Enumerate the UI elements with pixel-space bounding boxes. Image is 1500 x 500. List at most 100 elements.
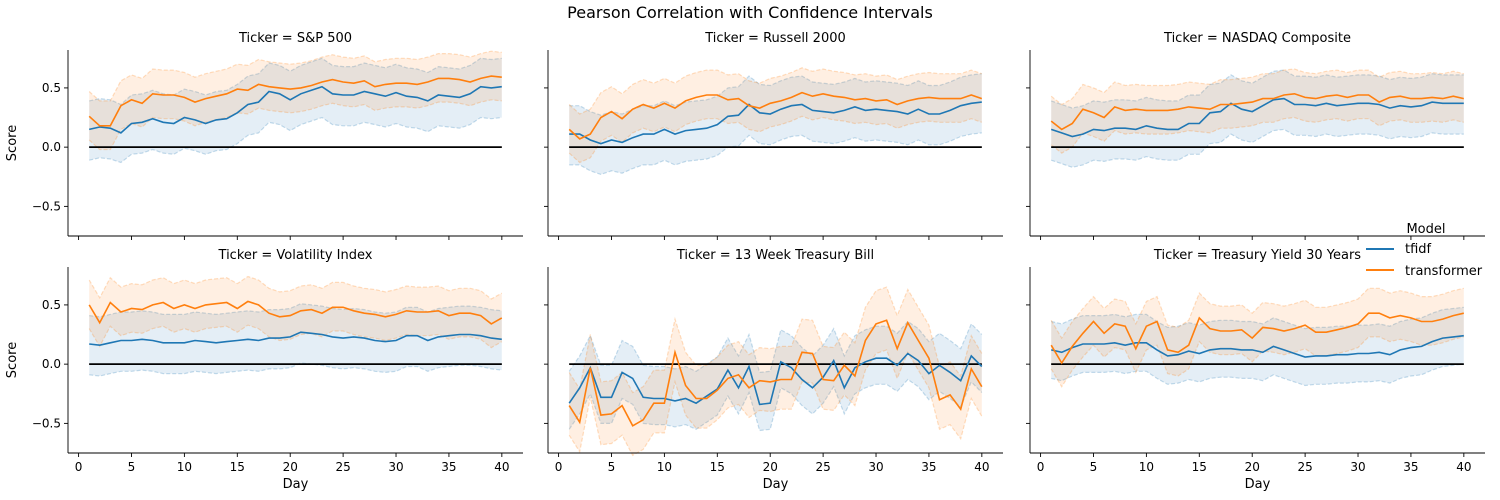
series-line-transformer bbox=[568, 319, 983, 427]
panel-title: Ticker = Volatility Index bbox=[218, 248, 373, 263]
ci-upper-tfidf bbox=[89, 303, 502, 318]
ci-band-transformer bbox=[569, 287, 982, 456]
x-tick-label: 15 bbox=[230, 460, 245, 474]
x-axis-label: Day bbox=[1245, 477, 1271, 492]
y-tick-label: 0.5 bbox=[42, 81, 61, 95]
series-line-transformer bbox=[1050, 92, 1464, 131]
ci-upper-transformer bbox=[88, 50, 502, 102]
x-tick-label: 20 bbox=[1245, 460, 1260, 474]
x-tick-label: 20 bbox=[763, 460, 778, 474]
legend: Model tfidf transformer bbox=[1366, 222, 1483, 279]
ci-upper-transformer bbox=[568, 67, 982, 115]
legend-label-tfidf: tfidf bbox=[1405, 242, 1432, 257]
x-tick-label: 0 bbox=[75, 460, 83, 474]
panel-title: Ticker = Russell 2000 bbox=[704, 31, 846, 46]
panel-title: Ticker = 13 Week Treasury Bill bbox=[676, 248, 874, 263]
ci-upper-transformer bbox=[568, 286, 983, 394]
ci-lower-transformer bbox=[568, 349, 983, 457]
x-tick-label: 40 bbox=[974, 460, 989, 474]
series-line-tfidf bbox=[568, 352, 983, 406]
legend-title: Model bbox=[1406, 222, 1445, 237]
panel-3: Ticker = NASDAQ Composite bbox=[1026, 31, 1485, 240]
x-tick-label: 5 bbox=[1090, 460, 1098, 474]
y-tick-label: −0.5 bbox=[32, 416, 61, 430]
panel-4: Ticker = Volatility Index −0.5 0.0 0.5 0 5 10 1… bbox=[5, 248, 523, 492]
ci-lower-transformer bbox=[1050, 336, 1464, 388]
x-tick-label: 5 bbox=[128, 460, 136, 474]
panel-title: Ticker = NASDAQ Composite bbox=[1163, 31, 1351, 46]
ci-band-transformer bbox=[569, 67, 982, 163]
y-tick-label: 0.0 bbox=[42, 140, 61, 154]
ci-band-tfidf bbox=[569, 73, 982, 175]
series-line-tfidf bbox=[1051, 334, 1464, 358]
ci-upper-tfidf bbox=[1051, 306, 1464, 330]
x-tick-label: 30 bbox=[388, 460, 403, 474]
y-tick-label: −0.5 bbox=[32, 199, 61, 213]
ci-lower-transformer bbox=[88, 99, 502, 151]
series-line-tfidf bbox=[89, 331, 502, 347]
x-tick-label: 20 bbox=[283, 460, 298, 474]
x-tick-label: 40 bbox=[494, 460, 509, 474]
panel-2: Ticker = Russell 2000 bbox=[544, 31, 1003, 240]
ci-band-tfidf bbox=[89, 58, 502, 163]
ci-upper-transformer bbox=[1050, 68, 1464, 106]
x-axis-label: Day bbox=[763, 477, 789, 492]
x-tick-label: 10 bbox=[177, 460, 192, 474]
x-tick-label: 0 bbox=[1037, 460, 1045, 474]
y-axis-label: Score bbox=[5, 125, 20, 161]
x-tick-label: 10 bbox=[1139, 460, 1154, 474]
ci-band-transformer bbox=[1051, 288, 1464, 387]
ci-lower-tfidf bbox=[1051, 363, 1464, 387]
y-axis-label: Score bbox=[5, 342, 20, 378]
panel-6: Ticker = Treasury Yield 30 Years 0 5 10 15 20… bbox=[1026, 248, 1485, 492]
x-axis-label: Day bbox=[283, 477, 309, 492]
x-tick-label: 0 bbox=[555, 460, 563, 474]
series-line-tfidf bbox=[1050, 97, 1464, 138]
x-tick-label: 35 bbox=[1403, 460, 1418, 474]
ci-band-tfidf bbox=[1051, 307, 1464, 386]
series-line-tfidf bbox=[569, 101, 982, 145]
ci-upper-transformer bbox=[88, 275, 503, 300]
x-tick-label: 35 bbox=[921, 460, 936, 474]
ci-band-transformer bbox=[1051, 69, 1464, 154]
ci-lower-tfidf bbox=[568, 378, 983, 432]
y-tick-label: 0.0 bbox=[42, 357, 61, 371]
x-tick-label: 40 bbox=[1456, 460, 1471, 474]
ci-band-tfidf bbox=[569, 321, 982, 431]
ci-lower-tfidf bbox=[89, 116, 502, 164]
panel-title: Ticker = Treasury Yield 30 Years bbox=[1153, 248, 1361, 263]
ci-lower-tfidf bbox=[569, 132, 982, 176]
ci-band-tfidf bbox=[89, 303, 502, 376]
series-line-transformer bbox=[568, 91, 983, 140]
series-line-transformer bbox=[88, 75, 502, 127]
series-line-tfidf bbox=[89, 85, 502, 134]
ci-upper-tfidf bbox=[89, 57, 502, 106]
panel-5: Ticker = 13 Week Treasury Bill 0 5 10 15 20 25… bbox=[544, 248, 1003, 492]
x-tick-label: 30 bbox=[1350, 460, 1365, 474]
x-tick-label: 25 bbox=[1297, 460, 1312, 474]
ci-upper-tfidf bbox=[568, 320, 983, 374]
x-tick-label: 30 bbox=[868, 460, 883, 474]
ci-upper-transformer bbox=[1050, 287, 1464, 340]
x-tick-label: 5 bbox=[608, 460, 616, 474]
ci-lower-tfidf bbox=[89, 362, 502, 377]
x-tick-label: 15 bbox=[1192, 460, 1207, 474]
ci-band-transformer bbox=[89, 276, 502, 348]
x-tick-label: 15 bbox=[710, 460, 725, 474]
ci-lower-transformer bbox=[88, 324, 503, 349]
figure-title: Pearson Correlation with Confidence Inte… bbox=[567, 3, 933, 22]
panel-title: Ticker = S&P 500 bbox=[238, 31, 352, 46]
legend-label-transformer: transformer bbox=[1405, 264, 1483, 279]
x-tick-label: 25 bbox=[815, 460, 830, 474]
x-tick-label: 25 bbox=[335, 460, 350, 474]
series-line-transformer bbox=[88, 300, 503, 325]
ci-band-transformer bbox=[89, 51, 502, 150]
x-tick-label: 35 bbox=[441, 460, 456, 474]
ci-lower-transformer bbox=[1050, 116, 1464, 154]
x-tick-label: 10 bbox=[657, 460, 672, 474]
ci-lower-transformer bbox=[568, 115, 982, 164]
series-line-transformer bbox=[1050, 312, 1464, 365]
y-tick-label: 0.5 bbox=[42, 298, 61, 312]
